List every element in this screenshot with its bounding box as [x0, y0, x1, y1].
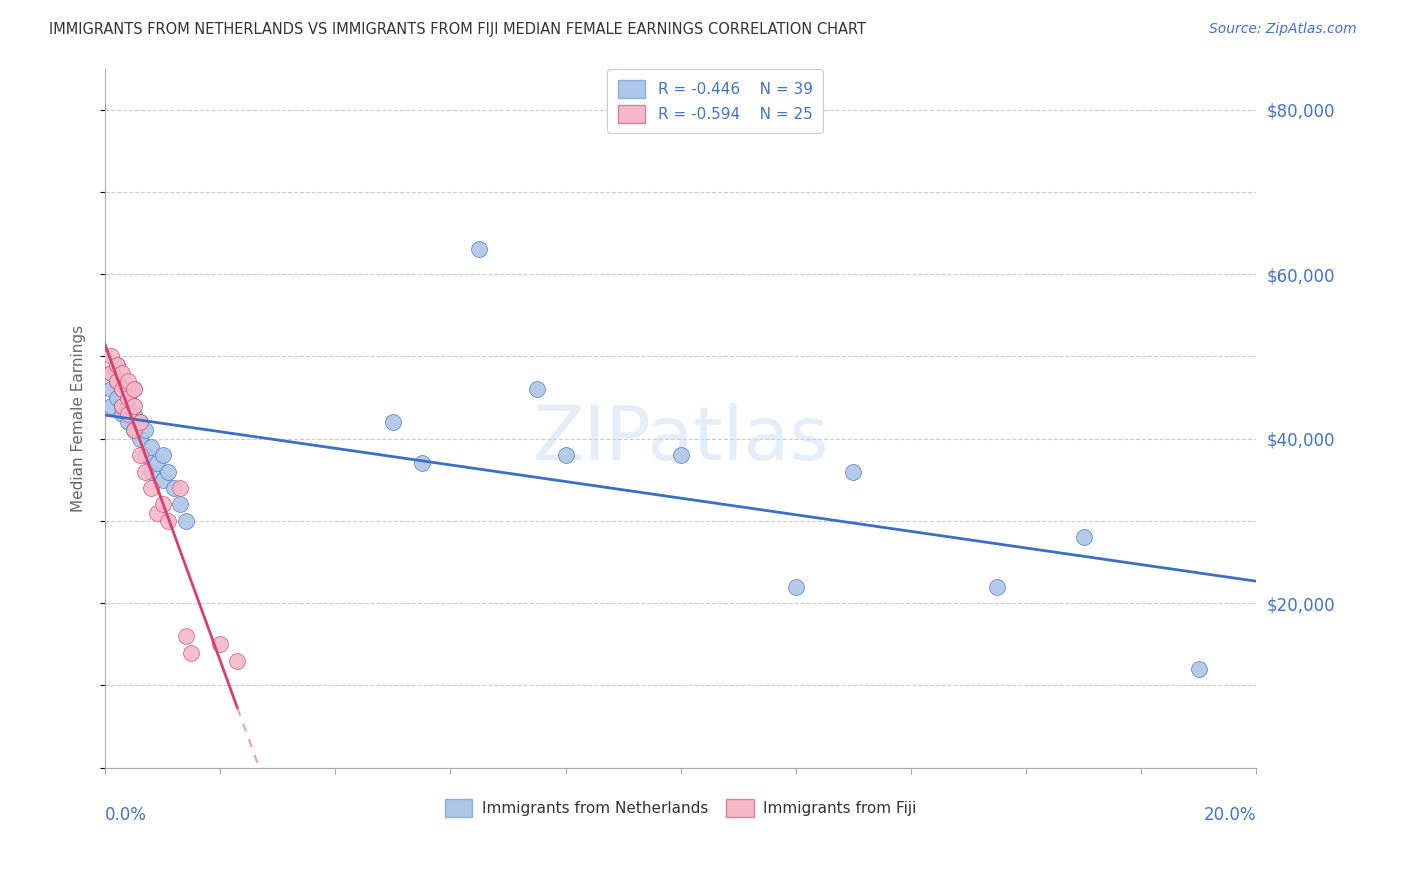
Point — [139, 481, 162, 495]
Point — [152, 473, 174, 487]
Point — [134, 465, 156, 479]
Point — [128, 415, 150, 429]
Text: Source: ZipAtlas.com: Source: ZipAtlas.com — [1209, 22, 1357, 37]
Point — [100, 382, 122, 396]
Point — [169, 481, 191, 495]
Point — [180, 646, 202, 660]
Point — [226, 654, 249, 668]
Point — [105, 374, 128, 388]
Point — [111, 399, 134, 413]
Point — [785, 580, 807, 594]
Point — [139, 440, 162, 454]
Point — [100, 399, 122, 413]
Point — [117, 415, 139, 429]
Point — [105, 358, 128, 372]
Point — [842, 465, 865, 479]
Point — [134, 424, 156, 438]
Legend: Immigrants from Netherlands, Immigrants from Fiji: Immigrants from Netherlands, Immigrants … — [439, 793, 922, 823]
Point — [152, 448, 174, 462]
Point — [468, 243, 491, 257]
Point — [1188, 662, 1211, 676]
Point — [128, 448, 150, 462]
Point — [111, 399, 134, 413]
Point — [117, 399, 139, 413]
Point — [122, 424, 145, 438]
Point — [122, 399, 145, 413]
Point — [105, 358, 128, 372]
Point — [111, 382, 134, 396]
Point — [105, 374, 128, 388]
Text: ZIPatlas: ZIPatlas — [533, 402, 830, 475]
Point — [411, 456, 433, 470]
Point — [117, 407, 139, 421]
Y-axis label: Median Female Earnings: Median Female Earnings — [72, 325, 86, 512]
Point — [111, 382, 134, 396]
Point — [117, 391, 139, 405]
Point — [163, 481, 186, 495]
Point — [122, 382, 145, 396]
Point — [554, 448, 576, 462]
Point — [128, 415, 150, 429]
Point — [100, 366, 122, 380]
Text: IMMIGRANTS FROM NETHERLANDS VS IMMIGRANTS FROM FIJI MEDIAN FEMALE EARNINGS CORRE: IMMIGRANTS FROM NETHERLANDS VS IMMIGRANT… — [49, 22, 866, 37]
Point — [669, 448, 692, 462]
Point — [986, 580, 1008, 594]
Point — [105, 391, 128, 405]
Point — [122, 407, 145, 421]
Point — [174, 629, 197, 643]
Point — [100, 366, 122, 380]
Point — [122, 382, 145, 396]
Point — [111, 366, 134, 380]
Point — [146, 456, 169, 470]
Point — [100, 350, 122, 364]
Point — [209, 637, 232, 651]
Point — [169, 498, 191, 512]
Point — [157, 514, 180, 528]
Point — [157, 465, 180, 479]
Point — [381, 415, 404, 429]
Point — [117, 391, 139, 405]
Point — [174, 514, 197, 528]
Point — [134, 448, 156, 462]
Point — [146, 506, 169, 520]
Point — [526, 382, 548, 396]
Point — [122, 424, 145, 438]
Text: 0.0%: 0.0% — [105, 806, 146, 824]
Point — [117, 374, 139, 388]
Text: 20.0%: 20.0% — [1204, 806, 1257, 824]
Point — [111, 407, 134, 421]
Point — [152, 498, 174, 512]
Point — [128, 432, 150, 446]
Point — [1073, 530, 1095, 544]
Point — [139, 465, 162, 479]
